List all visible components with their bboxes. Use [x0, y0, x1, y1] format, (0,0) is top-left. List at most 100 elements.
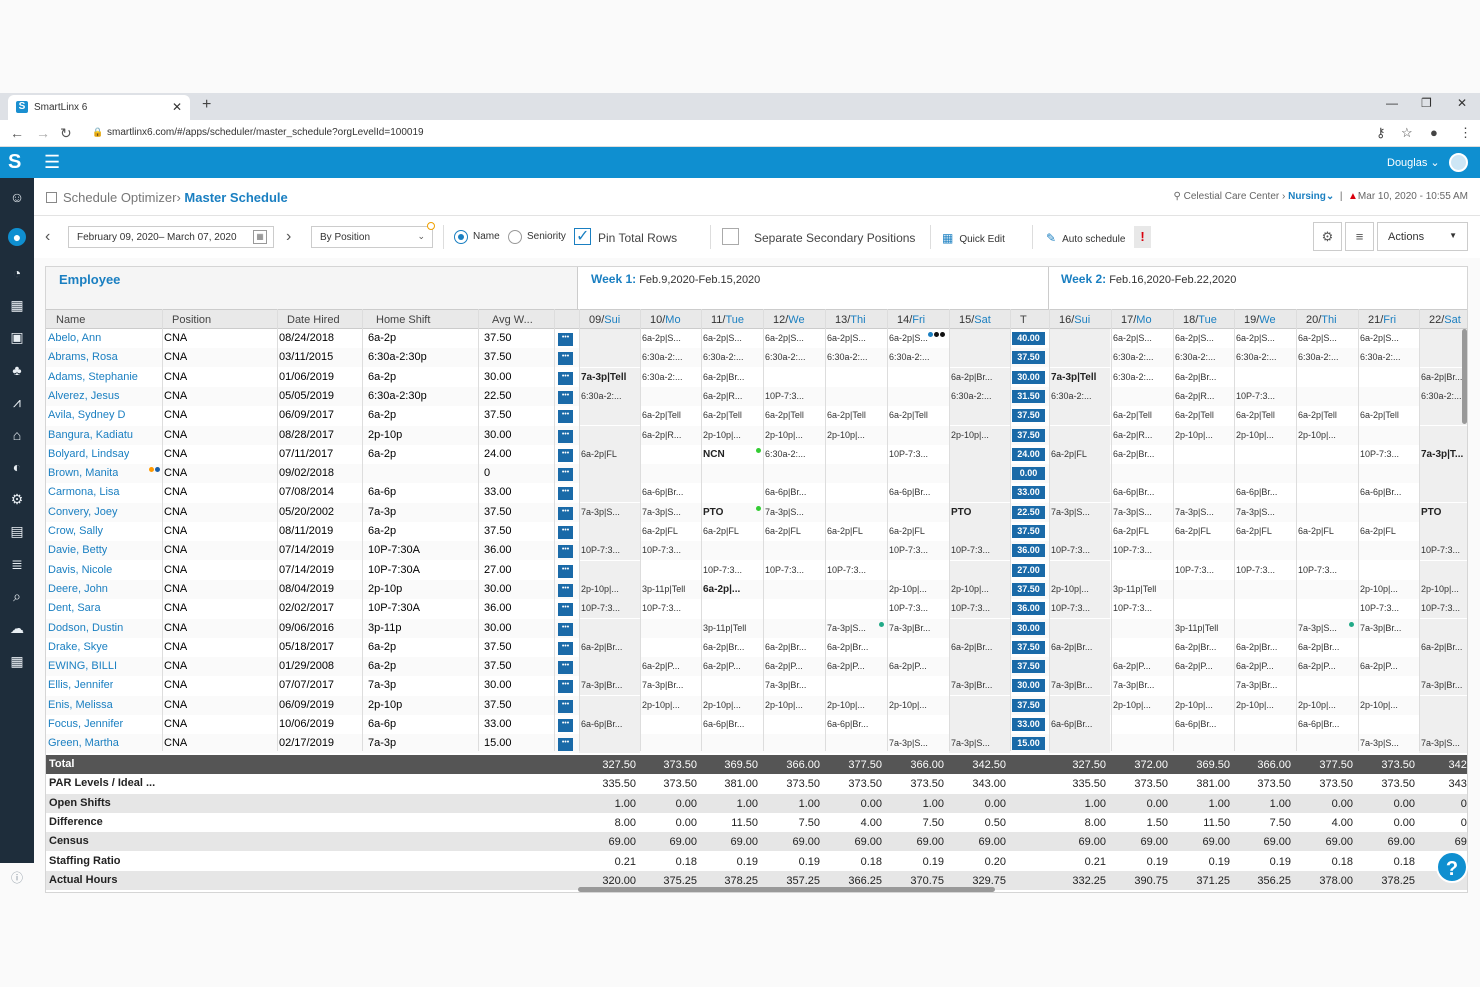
- week1-day-header-5[interactable]: 14/Fri: [897, 314, 925, 326]
- w1-shift-cell[interactable]: 6a-2p|P...: [889, 661, 927, 672]
- actions-dropdown[interactable]: Actions ▼: [1377, 222, 1468, 251]
- w2-shift-cell[interactable]: 6a-2p|Tell: [1360, 410, 1399, 421]
- back-icon[interactable]: ←: [10, 125, 24, 141]
- row-edit-button[interactable]: •••: [558, 390, 573, 404]
- w2-shift-cell[interactable]: 7a-3p|Br...: [1421, 680, 1463, 691]
- date-range-picker[interactable]: February 09, 2020– March 07, 2020 ▦: [68, 226, 274, 248]
- w1-shift-cell[interactable]: 6a-2p|R...: [703, 390, 743, 401]
- week1-day-header-2[interactable]: 11/Tue: [711, 314, 744, 326]
- w2-shift-cell[interactable]: 7a-3p|Br...: [1236, 680, 1278, 691]
- w1-shift-cell[interactable]: 7a-3p|S...: [765, 506, 804, 517]
- w1-shift-cell[interactable]: 6a-2p|FL: [765, 526, 801, 536]
- w1-shift-cell[interactable]: 10P-7:3...: [642, 545, 682, 556]
- w2-shift-cell[interactable]: 6:30a-2:...: [1051, 390, 1092, 401]
- w1-shift-cell[interactable]: 10P-7:3...: [765, 564, 805, 575]
- week1-day-header-0[interactable]: 09/Sui: [589, 314, 620, 326]
- w2-shift-cell[interactable]: 6a-2p|FL: [1051, 448, 1087, 459]
- employee-name[interactable]: Carmona, Lisa: [48, 486, 120, 499]
- employee-name[interactable]: Enis, Melissa: [48, 698, 113, 711]
- w2-shift-cell[interactable]: 6:30a-2:...: [1298, 352, 1339, 363]
- row-edit-button[interactable]: •••: [558, 429, 573, 443]
- w2-shift-cell[interactable]: 3p-11p|Tell: [1175, 622, 1219, 633]
- w2-shift-cell[interactable]: 7a-3p|S...: [1298, 622, 1337, 633]
- table-row[interactable]: Enis, Melissa CNA 06/09/2019 2p-10p 37.50 •••…: [46, 695, 1467, 715]
- w1-shift-cell[interactable]: 7a-3p|Br...: [951, 680, 993, 691]
- w2-shift-cell[interactable]: 6a-2p|Br...: [1051, 641, 1093, 652]
- employee-name[interactable]: Ellis, Jennifer: [48, 679, 114, 692]
- w2-shift-cell[interactable]: 6a-2p|P...: [1175, 661, 1213, 672]
- w1-shift-cell[interactable]: 2p-10p|...: [765, 699, 803, 710]
- id-card-nav-icon[interactable]: ▤: [10, 523, 24, 539]
- w2-shift-cell[interactable]: 6a-2p|Tell: [1298, 410, 1337, 421]
- w1-shift-cell[interactable]: 7a-3p|S...: [951, 738, 990, 749]
- row-edit-button[interactable]: •••: [558, 719, 573, 732]
- close-window-icon[interactable]: ✕: [1457, 96, 1468, 110]
- w2-shift-cell[interactable]: 6a-2p|S...: [1236, 333, 1275, 343]
- w2-shift-cell[interactable]: 6a-2p|R...: [1175, 390, 1215, 401]
- w1-shift-cell[interactable]: 10P-7:3...: [642, 603, 682, 614]
- w2-shift-cell[interactable]: 2p-10p|...: [1236, 429, 1274, 440]
- week2-day-header-5[interactable]: 21/Fri: [1368, 314, 1396, 326]
- prev-period-icon[interactable]: ‹: [45, 228, 51, 245]
- table-row[interactable]: Dodson, Dustin CNA 09/06/2016 3p-11p 30.00 ••…: [46, 618, 1467, 638]
- table-row[interactable]: EWING, BILLI CNA 01/29/2008 6a-2p 37.50 ••• 6a…: [46, 657, 1467, 677]
- column-header-0[interactable]: Name: [56, 314, 86, 326]
- w2-shift-cell[interactable]: 7a-3p|S...: [1236, 506, 1275, 517]
- breadcrumb-parent[interactable]: Schedule Optimizer: [63, 190, 177, 205]
- w1-shift-cell[interactable]: 2p-10p|...: [703, 429, 741, 440]
- w1-shift-cell[interactable]: 2p-10p|...: [889, 699, 927, 710]
- row-edit-button[interactable]: •••: [558, 603, 573, 617]
- employee-name[interactable]: Abelo, Ann: [48, 332, 102, 344]
- line-chart-nav-icon[interactable]: ⩘: [13, 394, 21, 410]
- w1-shift-cell[interactable]: 6a-2p|FL: [889, 526, 925, 536]
- row-edit-button[interactable]: •••: [558, 661, 573, 675]
- employee-name[interactable]: EWING, BILLI: [48, 660, 118, 673]
- w2-shift-cell[interactable]: 6a-2p|Tell: [1113, 410, 1152, 421]
- w1-shift-cell[interactable]: 10P-7:3...: [889, 448, 929, 459]
- w2-shift-cell[interactable]: 6a-6p|Br...: [1236, 487, 1278, 498]
- employee-name[interactable]: Davie, Betty: [48, 544, 108, 557]
- w2-shift-cell[interactable]: 6a-2p|Tell: [1175, 410, 1214, 421]
- table-row[interactable]: Green, Martha CNA 02/17/2019 7a-3p 15.00 ••• 7…: [46, 734, 1467, 754]
- w1-shift-cell[interactable]: 2p-10p|...: [703, 699, 741, 710]
- row-edit-button[interactable]: •••: [558, 506, 573, 520]
- w1-shift-cell[interactable]: 10P-7:3...: [889, 603, 929, 614]
- bookmark-star-icon[interactable]: ☆: [1401, 125, 1413, 140]
- group-by-select[interactable]: By Position ⌄: [311, 222, 435, 248]
- w1-shift-cell[interactable]: 7a-3p|S...: [581, 506, 620, 517]
- w1-shift-cell[interactable]: 7a-3p|Tell: [581, 371, 627, 383]
- w2-shift-cell[interactable]: 6a-2p|S...: [1360, 333, 1399, 343]
- w1-shift-cell[interactable]: PTO: [703, 506, 724, 518]
- w2-shift-cell[interactable]: 2p-10p|...: [1175, 699, 1213, 710]
- search-nav-icon[interactable]: ⌕: [13, 588, 21, 604]
- employee-name[interactable]: Alverez, Jesus: [48, 389, 120, 402]
- w1-shift-cell[interactable]: 7a-3p|Br...: [765, 680, 807, 691]
- w1-shift-cell[interactable]: 10P-7:3...: [951, 603, 991, 614]
- w2-shift-cell[interactable]: 6a-2p|Br...: [1175, 371, 1217, 382]
- w1-shift-cell[interactable]: 6a-2p|FL: [642, 526, 678, 536]
- w2-shift-cell[interactable]: 10P-7:3...: [1236, 564, 1276, 575]
- w2-shift-cell[interactable]: 6a-2p|P...: [1360, 661, 1398, 672]
- w2-shift-cell[interactable]: 10P-7:3...: [1113, 545, 1153, 556]
- w1-shift-cell[interactable]: 6a-2p|Br...: [951, 371, 993, 382]
- calendar-picker-icon[interactable]: ▦: [253, 230, 267, 244]
- w2-shift-cell[interactable]: 6:30a-2:...: [1113, 371, 1154, 382]
- browser-menu-icon[interactable]: ⋮: [1459, 125, 1472, 140]
- w1-shift-cell[interactable]: 6a-2p|Tell: [703, 410, 742, 421]
- w1-shift-cell[interactable]: 6a-2p|Tell: [642, 410, 681, 421]
- profile-icon[interactable]: ●: [1430, 125, 1438, 140]
- table-row[interactable]: Deere, John CNA 08/04/2019 2p-10p 30.00 ••• 2p…: [46, 579, 1467, 599]
- w2-shift-cell[interactable]: 7a-3p|S...: [1051, 506, 1090, 517]
- schedule-nav-icon[interactable]: ◐: [12, 459, 22, 475]
- w1-shift-cell[interactable]: 7a-3p|S...: [642, 506, 681, 517]
- w1-shift-cell[interactable]: 6a-2p|FL: [703, 526, 739, 536]
- w2-shift-cell[interactable]: 6a-6p|Br...: [1360, 487, 1402, 498]
- w2-shift-cell[interactable]: 7a-3p|Br...: [1051, 680, 1093, 691]
- clipboard-nav-icon[interactable]: ▣: [10, 329, 24, 345]
- w2-shift-cell[interactable]: 6:30a-2:...: [1175, 352, 1216, 363]
- w1-shift-cell[interactable]: 2p-10p|...: [765, 429, 803, 440]
- separate-secondary-checkbox[interactable]: [722, 228, 739, 245]
- row-edit-button[interactable]: •••: [558, 352, 573, 366]
- w1-shift-cell[interactable]: 6a-2p|S...: [703, 333, 742, 343]
- w1-shift-cell[interactable]: NCN: [703, 448, 725, 460]
